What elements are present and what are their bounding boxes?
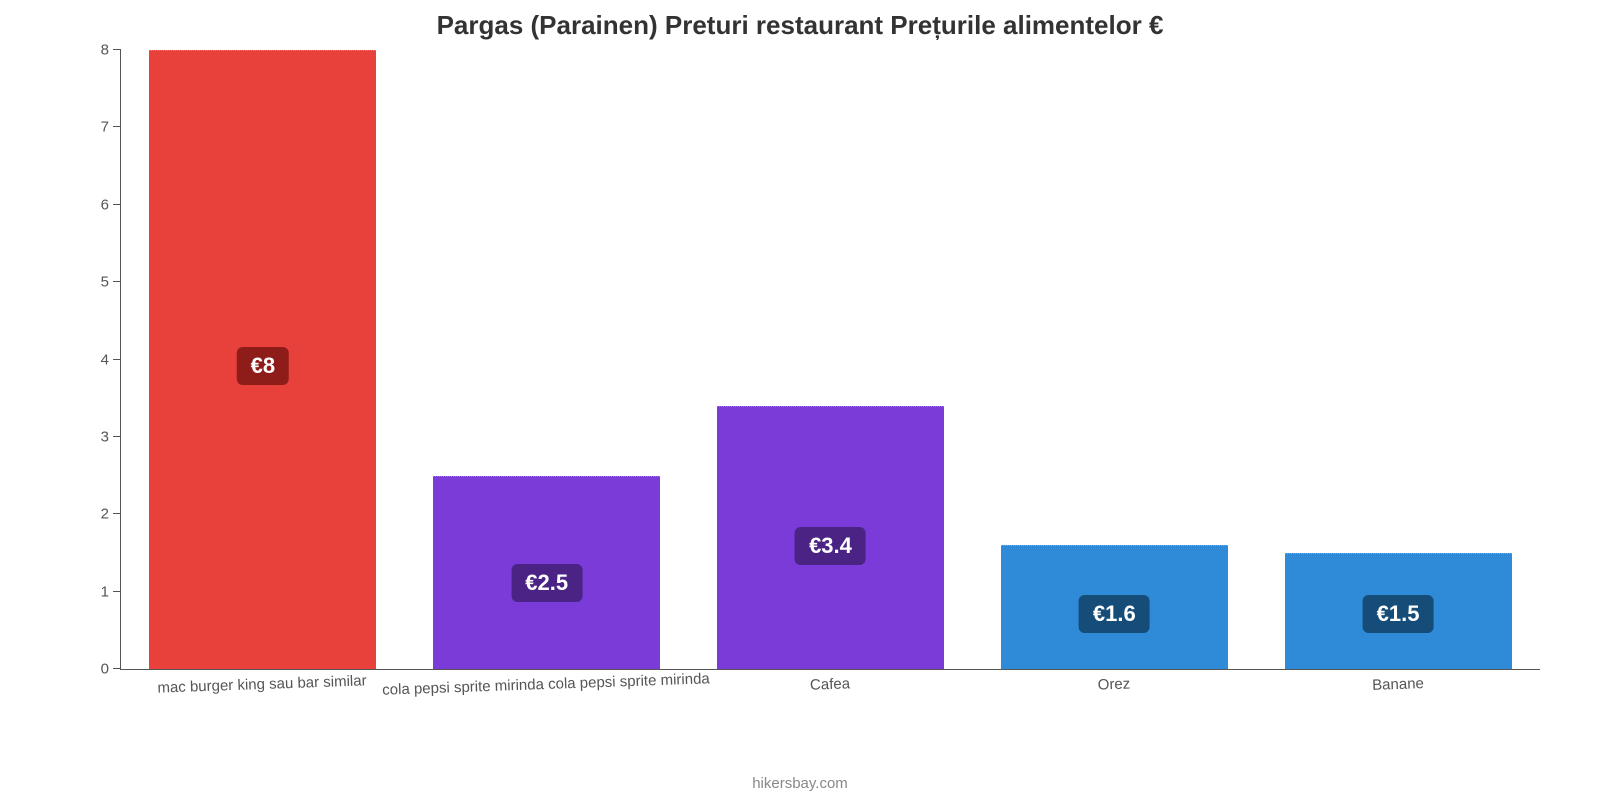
- x-label-slot: Cafea: [688, 670, 972, 710]
- bar-slot: €3.4: [689, 50, 973, 669]
- attribution-text: hikersbay.com: [0, 775, 1600, 792]
- value-label: €1.6: [1079, 595, 1150, 633]
- y-tick-label: 2: [101, 506, 121, 523]
- x-axis-label: Banane: [1372, 675, 1424, 694]
- bar-slot: €8: [121, 50, 405, 669]
- x-axis-label: Orez: [1097, 675, 1130, 693]
- x-label-slot: Banane: [1256, 670, 1540, 710]
- bar-slot: €2.5: [405, 50, 689, 669]
- y-tick-label: 1: [101, 583, 121, 600]
- x-label-slot: mac burger king sau bar similar: [120, 670, 404, 710]
- bars-group: €8 €2.5 €3.4 €1.6 €1.5: [121, 50, 1540, 669]
- y-tick-label: 8: [101, 42, 121, 59]
- y-tick-label: 7: [101, 119, 121, 136]
- y-tick-label: 6: [101, 196, 121, 213]
- value-label: €3.4: [795, 527, 866, 565]
- bar-slot: €1.6: [972, 50, 1256, 669]
- value-label: €8: [237, 347, 289, 385]
- x-axis-label: Cafea: [810, 675, 851, 693]
- y-tick-label: 5: [101, 274, 121, 291]
- value-label: €2.5: [511, 564, 582, 602]
- chart-container: 012345678 €8€2.5€3.4€1.6€1.5 mac burger …: [80, 50, 1560, 710]
- bar-slot: €1.5: [1256, 50, 1540, 669]
- value-label: €1.5: [1363, 595, 1434, 633]
- chart-title: Pargas (Parainen) Preturi restaurant Pre…: [0, 0, 1600, 41]
- plot-area: 012345678 €8€2.5€3.4€1.6€1.5: [120, 50, 1540, 670]
- x-axis-label: mac burger king sau bar similar: [157, 672, 367, 696]
- y-tick-label: 4: [101, 351, 121, 368]
- y-tick-label: 0: [101, 661, 121, 678]
- x-axis-label: cola pepsi sprite mirinda cola pepsi spr…: [382, 670, 710, 698]
- x-axis-labels: mac burger king sau bar similar cola peps…: [120, 670, 1540, 710]
- x-label-slot: Orez: [972, 670, 1256, 710]
- y-tick-label: 3: [101, 428, 121, 445]
- x-label-slot: cola pepsi sprite mirinda cola pepsi spr…: [404, 670, 688, 710]
